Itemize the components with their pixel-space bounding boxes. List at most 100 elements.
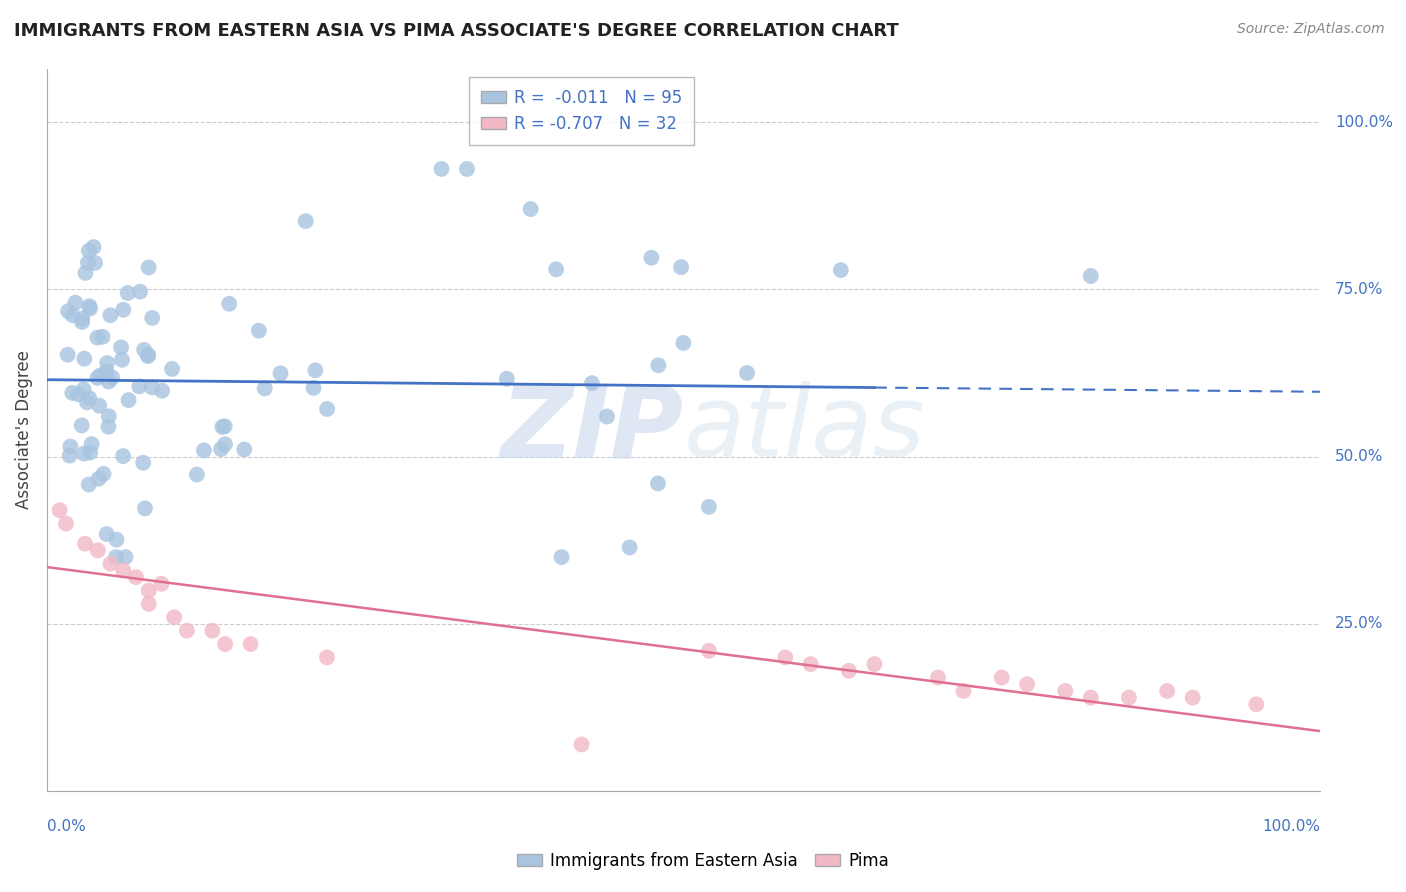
Text: 100.0%: 100.0%: [1263, 819, 1320, 834]
Point: [239, 637, 262, 651]
Point: [136, 348, 159, 362]
Point: [96, 365, 118, 379]
Point: [647, 359, 669, 373]
Point: [138, 260, 160, 275]
Point: [55, 516, 77, 531]
Point: [163, 610, 186, 624]
Point: [77, 477, 100, 491]
Point: [302, 381, 325, 395]
Point: [619, 541, 641, 555]
Point: [110, 340, 132, 354]
Point: [97, 419, 120, 434]
Point: [1156, 684, 1178, 698]
Point: [773, 650, 796, 665]
Point: [89, 399, 111, 413]
Point: [59, 449, 82, 463]
Point: [218, 297, 240, 311]
Point: [136, 349, 159, 363]
Text: ZIP: ZIP: [501, 382, 683, 478]
Point: [1080, 268, 1102, 283]
Point: [927, 671, 949, 685]
Point: [138, 597, 160, 611]
Point: [1054, 684, 1077, 698]
Point: [735, 366, 758, 380]
Point: [62, 309, 84, 323]
Point: [73, 351, 96, 366]
Text: IMMIGRANTS FROM EASTERN ASIA VS PIMA ASSOCIATE'S DEGREE CORRELATION CHART: IMMIGRANTS FROM EASTERN ASIA VS PIMA ASS…: [14, 22, 898, 40]
Point: [97, 375, 120, 389]
Point: [56, 304, 79, 318]
Point: [571, 738, 593, 752]
Point: [546, 262, 568, 277]
Point: [209, 442, 232, 456]
Point: [79, 299, 101, 313]
Legend: Immigrants from Eastern Asia, Pima: Immigrants from Eastern Asia, Pima: [510, 846, 896, 877]
Point: [214, 437, 236, 451]
Point: [84, 256, 107, 270]
Point: [117, 285, 139, 300]
Text: 0.0%: 0.0%: [46, 819, 86, 834]
Point: [990, 671, 1012, 685]
Point: [70, 311, 93, 326]
Point: [132, 456, 155, 470]
Text: 50.0%: 50.0%: [1336, 450, 1384, 464]
Point: [125, 570, 148, 584]
Point: [697, 644, 720, 658]
Point: [117, 393, 139, 408]
Point: [550, 550, 572, 565]
Point: [1181, 690, 1204, 705]
Point: [176, 624, 198, 638]
Point: [1246, 698, 1268, 712]
Point: [800, 657, 823, 672]
Text: Source: ZipAtlas.com: Source: ZipAtlas.com: [1237, 22, 1385, 37]
Point: [112, 564, 135, 578]
Point: [316, 650, 339, 665]
Point: [134, 501, 156, 516]
Point: [80, 437, 103, 451]
Point: [77, 255, 100, 269]
Point: [65, 295, 87, 310]
Point: [430, 161, 453, 176]
Point: [75, 537, 97, 551]
Point: [316, 401, 339, 416]
Point: [83, 240, 105, 254]
Point: [87, 543, 110, 558]
Point: [96, 356, 118, 370]
Point: [233, 442, 256, 457]
Point: [105, 550, 128, 565]
Point: [87, 472, 110, 486]
Point: [456, 161, 478, 176]
Point: [79, 391, 101, 405]
Point: [59, 440, 82, 454]
Point: [77, 244, 100, 258]
Point: [669, 260, 692, 275]
Point: [79, 301, 101, 316]
Point: [672, 335, 695, 350]
Point: [79, 445, 101, 459]
Point: [48, 503, 70, 517]
Point: [201, 624, 224, 638]
Point: [112, 449, 135, 463]
Point: [304, 363, 326, 377]
Point: [253, 381, 276, 395]
Point: [640, 251, 662, 265]
Point: [96, 527, 118, 541]
Point: [114, 550, 136, 565]
Point: [193, 443, 215, 458]
Legend: R =  -0.011   N = 95, R = -0.707   N = 32: R = -0.011 N = 95, R = -0.707 N = 32: [470, 77, 695, 145]
Point: [101, 370, 124, 384]
Point: [105, 533, 128, 547]
Point: [519, 202, 541, 216]
Point: [93, 467, 115, 481]
Point: [150, 577, 173, 591]
Point: [830, 263, 852, 277]
Point: [86, 371, 108, 385]
Point: [91, 330, 114, 344]
Point: [111, 352, 134, 367]
Point: [1017, 677, 1039, 691]
Point: [75, 266, 97, 280]
Point: [70, 418, 93, 433]
Point: [60, 385, 83, 400]
Point: [76, 395, 98, 409]
Point: [98, 308, 121, 322]
